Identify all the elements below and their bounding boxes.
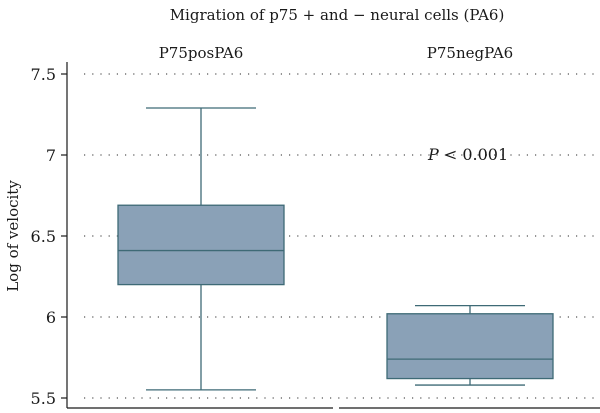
y-tick-labels: 5.5 6 6.5 7 7.5 [31,65,56,408]
p-value-text: < 0.001 [439,145,508,164]
box-iqr-0 [117,204,285,286]
y-tick-label-0: 5.5 [31,389,56,408]
axes [61,62,600,409]
y-tick-label-2: 6.5 [31,227,56,246]
y-axis-label: Log of velocity [4,180,22,292]
boxes [117,107,554,391]
box-iqr-1 [386,313,554,380]
box-group-0 [117,107,285,391]
p-value-symbol: P [427,145,439,164]
y-tick-label-4: 7.5 [31,65,56,84]
y-tick-label-3: 7 [46,146,56,165]
y-tick-label-1: 6 [46,308,56,327]
panel-label-p75pos: P75posPA6 [159,44,244,62]
chart-title: Migration of p75 + and − neural cells (P… [170,6,505,24]
p-value-annotation: P < 0.001 [427,145,508,164]
box-group-1 [386,305,554,386]
panel-label-p75neg: P75negPA6 [427,44,513,62]
